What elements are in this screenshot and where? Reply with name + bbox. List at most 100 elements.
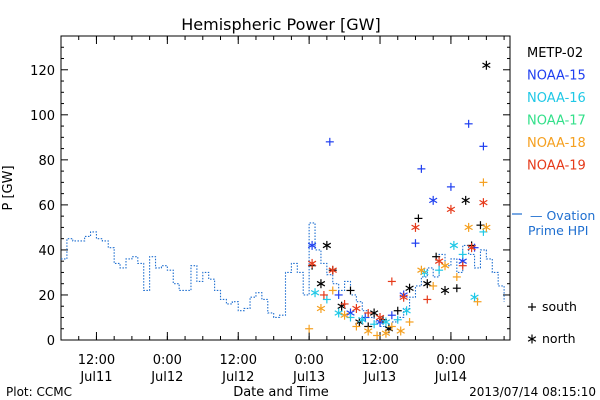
data-point	[396, 326, 405, 336]
data-point	[334, 290, 343, 299]
data-point	[328, 286, 337, 295]
north-marker-arm	[358, 316, 367, 323]
data-point	[449, 240, 459, 250]
north-marker-arm	[322, 242, 332, 249]
data-point	[352, 322, 361, 331]
data-point	[458, 261, 467, 270]
y-tick-label: 0	[47, 334, 55, 349]
north-marker-arm	[340, 312, 349, 318]
legend-symbol-north	[527, 334, 537, 344]
y-tick-label: 40	[38, 244, 55, 259]
legend-symbol-label: north	[542, 331, 576, 346]
data-point	[375, 312, 385, 322]
legend-entry: NOAA-16	[527, 91, 586, 106]
north-marker-arm	[429, 197, 438, 204]
x-tick-time: 12:00	[220, 353, 257, 368]
data-point	[399, 292, 408, 302]
data-point	[482, 222, 491, 232]
north-marker-arm	[396, 328, 405, 334]
data-point	[364, 308, 373, 317]
x-tick-date: Jul12	[221, 370, 254, 385]
data-point	[322, 240, 332, 250]
data-point	[440, 285, 450, 295]
x-tick-time: 0:00	[153, 353, 182, 368]
north-marker-arm	[316, 280, 326, 287]
data-point	[370, 320, 379, 329]
north-marker-arm	[482, 62, 491, 69]
data-point	[328, 265, 337, 275]
data-point	[461, 195, 470, 205]
ovation-prime-hpi-line	[61, 222, 505, 330]
data-point	[340, 299, 349, 308]
north-marker-arm	[423, 280, 432, 287]
plot-timestamp: 2013/07/14 08:15:10	[469, 385, 596, 399]
data-point	[411, 222, 420, 232]
x-tick-time: 12:00	[361, 353, 398, 368]
y-tick-label: 80	[38, 154, 55, 169]
data-point	[446, 182, 455, 191]
data-point	[446, 204, 456, 214]
legend-ovation: — Ovation	[530, 208, 595, 223]
north-marker-arm	[307, 242, 317, 249]
x-tick-date: Jul13	[363, 370, 396, 385]
north-marker-arm	[381, 330, 391, 337]
x-axis-label: Date and Time	[233, 385, 329, 400]
x-tick-date: Jul13	[292, 370, 325, 385]
data-point	[429, 281, 438, 290]
data-point	[405, 283, 414, 293]
data-point	[358, 315, 367, 325]
legend-entry: NOAA-19	[527, 159, 586, 174]
legend-entry: NOAA-17	[527, 114, 586, 129]
data-point	[402, 306, 411, 316]
data-point	[479, 142, 488, 151]
y-tick-label: 60	[38, 199, 55, 214]
north-marker-arm	[479, 199, 488, 206]
data-point	[464, 119, 473, 128]
data-point	[319, 290, 328, 299]
data-point	[373, 331, 382, 340]
legend-entry: NOAA-18	[527, 136, 586, 151]
data-point	[452, 272, 461, 281]
data-point	[405, 317, 414, 326]
north-marker-arm	[434, 258, 444, 264]
legend-symbol-label: south	[542, 299, 577, 314]
data-point	[414, 214, 423, 223]
data-point	[364, 326, 373, 336]
north-marker-arm	[449, 242, 459, 249]
north-marker-arm	[364, 328, 373, 334]
data-point	[440, 261, 450, 271]
y-axis: 0 20 40 60 80 100 120	[30, 46, 510, 349]
plot-border	[60, 35, 511, 341]
data-point	[467, 243, 476, 253]
data-point	[307, 258, 317, 268]
data-point	[322, 295, 331, 304]
series-noaa-15	[307, 119, 488, 327]
data-point	[417, 164, 426, 173]
north-marker-arm	[467, 244, 476, 251]
north-marker-arm	[369, 310, 379, 316]
data-point	[305, 324, 314, 333]
y-axis-label: P [GW]	[1, 165, 16, 210]
x-tick-time: 12:00	[78, 353, 115, 368]
x-tick-date: Jul12	[150, 370, 183, 385]
data-point	[423, 295, 432, 304]
north-marker-arm	[411, 224, 420, 231]
ovation-step-path	[61, 222, 505, 330]
north-marker-arm	[310, 289, 320, 296]
chart-title: Hemispheric Power [GW]	[181, 15, 380, 34]
north-marker-arm	[307, 260, 317, 267]
data-point	[316, 303, 326, 313]
data-point	[346, 286, 355, 295]
data-point	[381, 317, 391, 327]
north-marker-arm	[482, 224, 491, 231]
legend-entry: METP-02	[527, 46, 583, 61]
north-marker-arm	[402, 307, 411, 314]
north-marker-arm	[464, 224, 473, 231]
north-marker-arm	[352, 305, 361, 312]
north-marker-arm	[334, 310, 343, 316]
x-tick-date: Jul11	[79, 370, 112, 385]
north-marker-arm	[417, 267, 426, 273]
data-point	[464, 222, 473, 232]
data-point	[325, 137, 334, 146]
